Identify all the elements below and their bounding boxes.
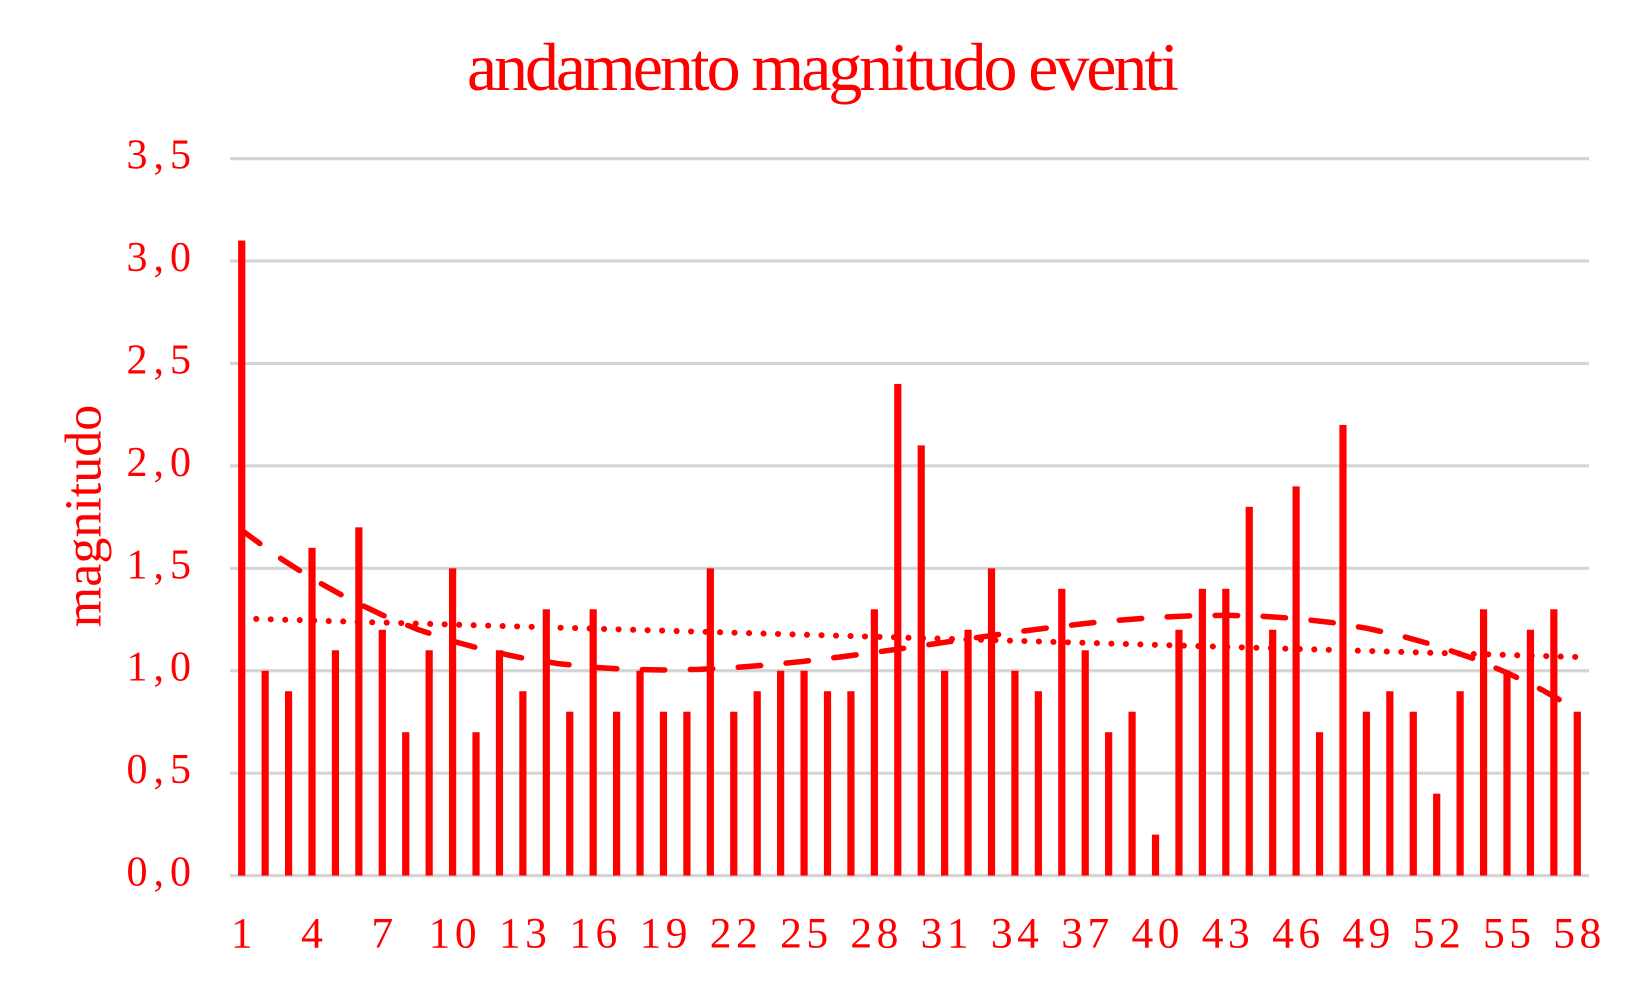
svg-text:58: 58 bbox=[1553, 910, 1606, 958]
svg-text:1,0: 1,0 bbox=[127, 645, 198, 691]
svg-text:10: 10 bbox=[429, 910, 482, 958]
svg-text:1,5: 1,5 bbox=[127, 542, 198, 588]
svg-text:46: 46 bbox=[1272, 910, 1325, 958]
svg-text:13: 13 bbox=[499, 910, 552, 958]
svg-text:2,5: 2,5 bbox=[127, 338, 198, 384]
svg-text:55: 55 bbox=[1483, 910, 1536, 958]
svg-text:andamento magnitudo eventi: andamento magnitudo eventi bbox=[467, 29, 1179, 105]
svg-text:16: 16 bbox=[569, 910, 622, 958]
svg-text:3,0: 3,0 bbox=[127, 235, 198, 281]
svg-text:31: 31 bbox=[921, 910, 974, 958]
svg-text:37: 37 bbox=[1061, 910, 1114, 958]
svg-text:19: 19 bbox=[640, 910, 693, 958]
svg-text:4: 4 bbox=[301, 910, 327, 958]
svg-text:22: 22 bbox=[710, 910, 763, 958]
svg-text:28: 28 bbox=[850, 910, 903, 958]
svg-text:magnitudo: magnitudo bbox=[56, 405, 113, 627]
svg-text:1: 1 bbox=[231, 910, 257, 958]
svg-text:2,0: 2,0 bbox=[127, 440, 198, 486]
svg-text:43: 43 bbox=[1202, 910, 1255, 958]
svg-text:3,5: 3,5 bbox=[127, 133, 198, 179]
svg-text:49: 49 bbox=[1342, 910, 1395, 958]
svg-text:7: 7 bbox=[371, 910, 397, 958]
svg-text:52: 52 bbox=[1413, 910, 1466, 958]
svg-text:34: 34 bbox=[991, 910, 1044, 958]
svg-text:25: 25 bbox=[780, 910, 833, 958]
svg-text:0,0: 0,0 bbox=[127, 850, 198, 896]
svg-text:40: 40 bbox=[1132, 910, 1185, 958]
svg-text:0,5: 0,5 bbox=[127, 747, 198, 793]
